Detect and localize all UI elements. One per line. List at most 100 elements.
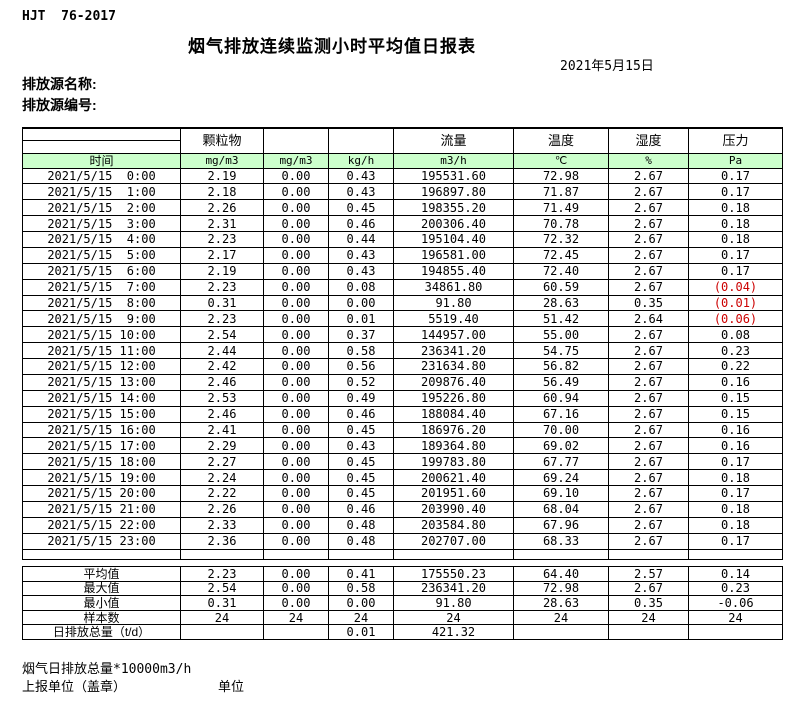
value-cell: 0.18 [688, 215, 783, 232]
value-cell: 2.23 [180, 310, 264, 328]
header-humidity: 湿度 [608, 127, 689, 154]
value-cell: 0.08 [688, 326, 783, 344]
summary-row: 平均值 2.23 0.00 0.41 175550.23 64.40 2.57 0.14 [22, 566, 783, 582]
value-cell: 199783.80 [393, 453, 514, 471]
table-row: 2021/5/15 17:00 2.29 0.00 0.43 189364.80 69.0… [22, 437, 783, 455]
value-cell: 67.77 [513, 453, 609, 471]
value-cell: 2.54 [180, 326, 264, 344]
value-cell: 2.67 [608, 373, 689, 391]
value-cell: 2.67 [608, 421, 689, 439]
value-cell: 0.00 [263, 358, 329, 375]
summary-label-cell: 最小值 [22, 595, 181, 611]
value-cell: 67.16 [513, 405, 609, 423]
time-cell: 2021/5/15 12:00 [22, 358, 181, 375]
value-cell: 2.24 [180, 469, 264, 486]
summary-value-cell: 72.98 [513, 580, 609, 597]
value-cell: 34861.80 [393, 278, 514, 296]
value-cell: 203584.80 [393, 516, 514, 534]
time-cell: 2021/5/15 16:00 [22, 421, 181, 439]
table-row: 2021/5/15 18:00 2.27 0.00 0.45 199783.80 67.7… [22, 453, 783, 471]
value-cell: 0.18 [688, 516, 783, 534]
value-cell: 236341.20 [393, 342, 514, 359]
unit-celsius: ℃ [513, 152, 609, 169]
table-row: 2021/5/15 9:00 2.23 0.00 0.01 5519.40 51.42 2.… [22, 310, 783, 328]
table-row: 2021/5/15 10:00 2.54 0.00 0.37 144957.00 55.0… [22, 326, 783, 344]
value-cell: 0.00 [263, 278, 329, 296]
table-row: 2021/5/15 2:00 2.26 0.00 0.45 198355.20 71.49… [22, 199, 783, 217]
summary-value-cell [263, 624, 329, 640]
value-cell: 188084.40 [393, 405, 514, 423]
value-cell: 2.67 [608, 246, 689, 264]
doc-code: HJT 76-2017 [22, 9, 116, 24]
value-cell: 0.17 [688, 453, 783, 471]
summary-value-cell: 2.67 [608, 580, 689, 597]
value-cell: 2.67 [608, 405, 689, 423]
value-cell: 2.27 [180, 453, 264, 471]
table-row: 2021/5/15 22:00 2.33 0.00 0.48 203584.80 67.9… [22, 516, 783, 534]
header-temperature: 温度 [513, 127, 609, 154]
empty-cell [263, 548, 329, 560]
summary-value-cell: 24 [180, 609, 264, 626]
empty-cell [513, 548, 609, 560]
value-cell: 186976.20 [393, 421, 514, 439]
value-cell: 195531.60 [393, 167, 514, 185]
summary-value-cell [608, 624, 689, 640]
value-cell: 0.00 [263, 453, 329, 471]
summary-label-cell: 日排放总量（t/d） [22, 624, 181, 640]
table-row: 2021/5/15 13:00 2.46 0.00 0.52 209876.40 56.4… [22, 373, 783, 391]
value-cell: 28.63 [513, 294, 609, 312]
value-cell: 0.17 [688, 485, 783, 502]
table-row: 2021/5/15 16:00 2.41 0.00 0.45 186976.20 70.0… [22, 421, 783, 439]
value-cell: 71.49 [513, 199, 609, 217]
summary-value-cell: 91.80 [393, 595, 514, 611]
value-cell: 72.40 [513, 262, 609, 280]
table-row: 2021/5/15 23:00 2.36 0.00 0.48 202707.00 68.3… [22, 532, 783, 550]
value-cell: 51.42 [513, 310, 609, 328]
value-cell: 0.01 [328, 310, 394, 328]
value-cell: 0.48 [328, 516, 394, 534]
time-cell: 2021/5/15 22:00 [22, 516, 181, 534]
value-cell: 0.46 [328, 405, 394, 423]
value-cell: 0.15 [688, 389, 783, 407]
value-cell: 0.17 [688, 262, 783, 280]
unit-pa: Pa [688, 152, 783, 169]
unit-percent: % [608, 152, 689, 169]
unit-label: 单位 [218, 679, 245, 694]
summary-value-cell: 175550.23 [393, 566, 514, 582]
value-cell: 0.43 [328, 262, 394, 280]
value-cell: 2.67 [608, 231, 689, 248]
table-row: 2021/5/15 3:00 2.31 0.00 0.46 200306.40 70.78… [22, 215, 783, 232]
value-cell: (0.06) [688, 310, 783, 328]
value-cell: 2.67 [608, 199, 689, 217]
value-cell: 0.45 [328, 485, 394, 502]
value-cell: 56.82 [513, 358, 609, 375]
value-cell: 0.58 [328, 342, 394, 359]
report-date: 2021年5月15日 [560, 59, 654, 74]
value-cell: 69.24 [513, 469, 609, 486]
time-cell: 2021/5/15 20:00 [22, 485, 181, 502]
empty-cell [608, 548, 689, 560]
value-cell: 0.31 [180, 294, 264, 312]
value-cell: 2.67 [608, 469, 689, 486]
value-cell: 0.46 [328, 500, 394, 518]
table-row: 2021/5/15 15:00 2.46 0.00 0.46 188084.40 67.1… [22, 405, 783, 423]
value-cell: 203990.40 [393, 500, 514, 518]
time-cell: 2021/5/15 11:00 [22, 342, 181, 359]
value-cell: 2.67 [608, 167, 689, 185]
value-cell: 0.37 [328, 326, 394, 344]
value-cell: 72.98 [513, 167, 609, 185]
summary-value-cell: 0.41 [328, 566, 394, 582]
value-cell: 0.00 [263, 532, 329, 550]
unit-kg-h: kg/h [328, 152, 394, 169]
table-row: 2021/5/15 1:00 2.18 0.00 0.43 196897.80 71.87… [22, 183, 783, 201]
summary-value-cell: 2.57 [608, 566, 689, 582]
value-cell: 0.08 [328, 278, 394, 296]
value-cell: 2.67 [608, 516, 689, 534]
value-cell: 56.49 [513, 373, 609, 391]
value-cell: 2.53 [180, 389, 264, 407]
summary-label-cell: 平均值 [22, 566, 181, 582]
value-cell: 2.26 [180, 199, 264, 217]
time-cell: 2021/5/15 0:00 [22, 167, 181, 185]
value-cell: 2.26 [180, 500, 264, 518]
summary-value-cell [688, 624, 783, 640]
